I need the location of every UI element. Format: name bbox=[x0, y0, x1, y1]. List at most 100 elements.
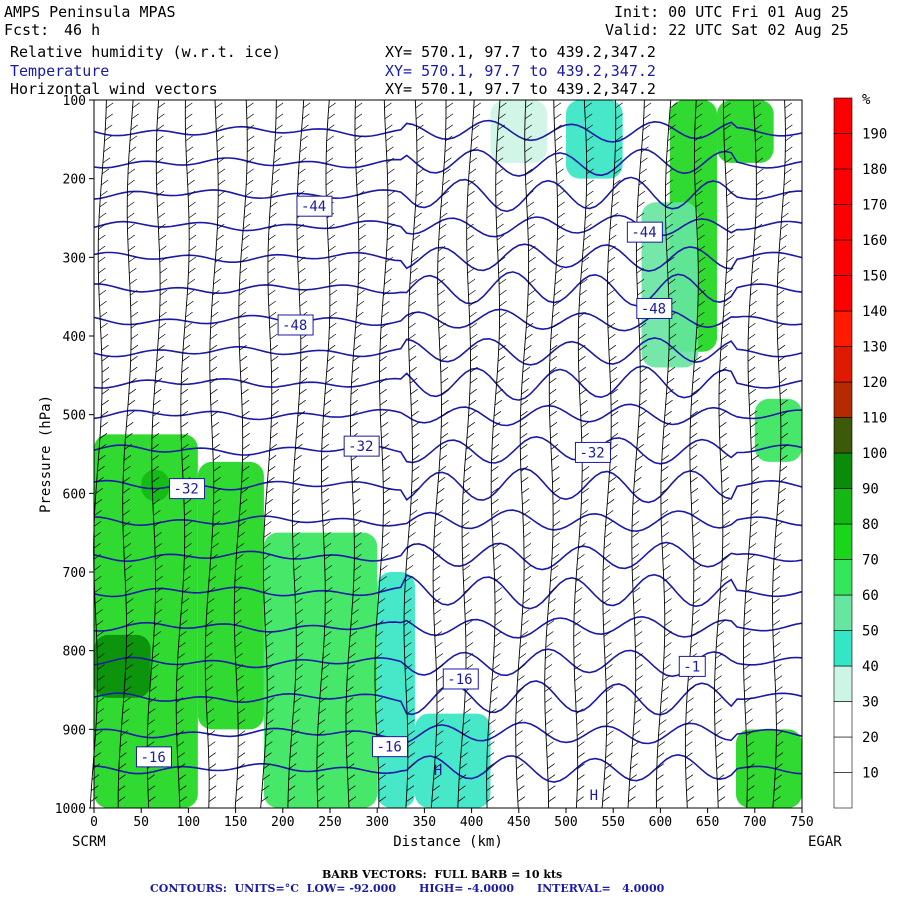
colorbar-tick-label: 180 bbox=[862, 162, 887, 178]
temperature-contours bbox=[93, 119, 803, 783]
contour-label-box bbox=[371, 736, 408, 758]
wind-barb-shaft bbox=[204, 99, 219, 809]
colorbar-tick-label: 30 bbox=[862, 695, 879, 711]
y-tick-label: 300 bbox=[63, 251, 86, 266]
temperature-contour bbox=[93, 148, 803, 177]
colorbar-tick-label: 80 bbox=[862, 517, 879, 533]
forecast-label: Fcst: bbox=[4, 21, 50, 39]
x-tick-label: 650 bbox=[696, 815, 719, 830]
wind-barb-ticks bbox=[602, 102, 623, 802]
field-rh-label: Relative humidity (w.r.t. ice) bbox=[10, 43, 281, 61]
contour-label-box bbox=[277, 314, 314, 336]
temperature-contour bbox=[93, 337, 803, 366]
colorbar-cell bbox=[833, 488, 853, 525]
wind-barb-ticks bbox=[544, 102, 565, 802]
colorbar-cell bbox=[833, 630, 853, 667]
wind-barb-ticks bbox=[146, 102, 168, 802]
x-tick-label: 250 bbox=[318, 815, 341, 830]
colorbar-tick-label: 140 bbox=[862, 304, 887, 320]
barb-legend: BARB VECTORS: FULL BARB = 10 kts bbox=[322, 868, 563, 881]
wind-barb-shaft bbox=[713, 100, 728, 809]
plot-frame bbox=[93, 99, 803, 809]
colorbar-tick-label: 90 bbox=[862, 482, 879, 498]
contour-label: -32 bbox=[348, 439, 373, 455]
colorbar-cell bbox=[833, 204, 853, 241]
colorbar-tick-label: 50 bbox=[862, 624, 879, 640]
temperature-contour bbox=[93, 435, 803, 465]
wind-barbs bbox=[89, 99, 793, 809]
rh-region bbox=[197, 461, 264, 730]
wind-barb-ticks bbox=[628, 102, 652, 802]
colorbar-cell bbox=[833, 772, 853, 809]
rh-region bbox=[94, 634, 151, 698]
x-tick-label: 50 bbox=[133, 815, 149, 830]
rh-region bbox=[141, 469, 170, 502]
xy-wind: XY= 570.1, 97.7 to 439.2,347.2 bbox=[385, 80, 656, 98]
temperature-contour bbox=[93, 467, 803, 504]
x-tick-label: 0 bbox=[90, 815, 98, 830]
y-axis-label: Pressure (hPa) bbox=[38, 395, 54, 513]
wind-barb-ticks bbox=[374, 102, 396, 802]
y-tick-label: 500 bbox=[63, 409, 86, 424]
wind-barb-ticks bbox=[205, 102, 226, 802]
x-tick-label: 700 bbox=[743, 815, 766, 830]
x-tick-label: 450 bbox=[507, 815, 530, 830]
colorbar-cell bbox=[833, 346, 853, 383]
temperature-contour bbox=[93, 573, 803, 610]
colorbar-unit: % bbox=[862, 92, 871, 108]
x-tick-label: 750 bbox=[790, 815, 813, 830]
rh-region bbox=[641, 202, 699, 368]
x-axis-label: Distance (km) bbox=[393, 834, 503, 850]
colorbar-cell bbox=[833, 97, 853, 134]
colorbar-tick-label: 110 bbox=[862, 411, 887, 427]
wind-barb-shaft bbox=[430, 100, 447, 809]
xy-temp: XY= 570.1, 97.7 to 439.2,347.2 bbox=[385, 62, 656, 80]
colorbar-tick-label: 70 bbox=[862, 553, 879, 569]
contour-label: -16 bbox=[140, 750, 165, 766]
contour-label: -16 bbox=[376, 740, 401, 756]
x-tick-label: 400 bbox=[460, 815, 483, 830]
wind-barb-ticks bbox=[403, 102, 425, 802]
y-tick-label: 100 bbox=[63, 94, 86, 109]
temperature-contour bbox=[93, 308, 803, 332]
contour-label: -44 bbox=[301, 199, 326, 215]
temperature-contour bbox=[93, 403, 802, 427]
colorbar-cell bbox=[833, 701, 853, 738]
colorbar-cell bbox=[833, 665, 853, 702]
contour-label-box bbox=[169, 478, 206, 500]
contour-label: -32 bbox=[174, 482, 199, 498]
colorbar-tick-label: 130 bbox=[862, 340, 887, 356]
valid-time: Valid: 22 UTC Sat 02 Aug 25 bbox=[605, 21, 849, 39]
colorbar-tick-label: 60 bbox=[862, 588, 879, 604]
left-endpoint-label: SCRM bbox=[72, 834, 106, 850]
wind-barb-shaft bbox=[117, 99, 134, 808]
wind-barb-ticks bbox=[714, 102, 735, 802]
x-tick-label: 150 bbox=[224, 815, 247, 830]
init-time: Init: 00 UTC Fri 01 Aug 25 bbox=[614, 3, 849, 21]
x-tick-label: 200 bbox=[271, 815, 294, 830]
contour-label-box bbox=[678, 655, 706, 677]
wind-barb-ticks bbox=[685, 102, 706, 802]
temperature-contour bbox=[93, 243, 803, 272]
colorbar: 10 20 30 40 50 60 70 80 90 100 110 120 130 140 150 160 1… bbox=[833, 92, 887, 809]
high-marker: H bbox=[434, 763, 442, 779]
colorbar-tick-label: 170 bbox=[862, 198, 887, 214]
temperature-contour bbox=[93, 271, 803, 307]
axes: 0 50 100 150 200 250 300 350 400 450 500 550 600 650 7… bbox=[38, 94, 842, 850]
temperature-contour bbox=[93, 509, 803, 533]
contour-label-box bbox=[574, 441, 611, 463]
rh-region bbox=[490, 100, 548, 163]
y-tick-label: 700 bbox=[63, 566, 86, 581]
colorbar-cell bbox=[833, 310, 853, 347]
rh-region bbox=[414, 713, 491, 808]
rh-region bbox=[566, 100, 623, 179]
rh-region bbox=[263, 532, 378, 808]
field-wind-label: Horizontal wind vectors bbox=[10, 80, 218, 98]
contour-label-box bbox=[343, 435, 380, 457]
colorbar-cell bbox=[833, 381, 853, 418]
wind-barb-ticks bbox=[431, 102, 454, 802]
colorbar-tick-label: 40 bbox=[862, 659, 879, 675]
colorbar-tick-label: 190 bbox=[862, 127, 887, 143]
rh-region bbox=[717, 100, 774, 163]
model-title: AMPS Peninsula MPAS bbox=[4, 3, 176, 21]
